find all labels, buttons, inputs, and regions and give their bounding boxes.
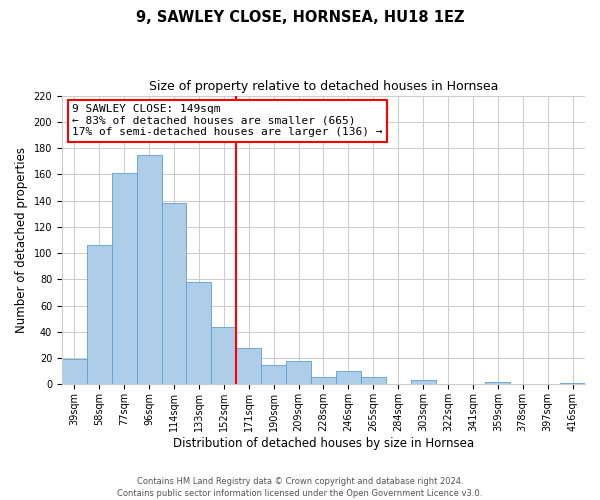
Bar — [286, 361, 311, 384]
Bar — [485, 382, 510, 384]
Title: Size of property relative to detached houses in Hornsea: Size of property relative to detached ho… — [149, 80, 498, 93]
Text: Contains HM Land Registry data © Crown copyright and database right 2024.
Contai: Contains HM Land Registry data © Crown c… — [118, 476, 482, 498]
Bar — [87, 245, 112, 384]
Bar — [361, 376, 386, 384]
Bar — [211, 326, 236, 384]
X-axis label: Distribution of detached houses by size in Hornsea: Distribution of detached houses by size … — [173, 437, 474, 450]
Bar — [62, 360, 87, 384]
Text: 9 SAWLEY CLOSE: 149sqm
← 83% of detached houses are smaller (665)
17% of semi-de: 9 SAWLEY CLOSE: 149sqm ← 83% of detached… — [73, 104, 383, 138]
Bar — [236, 348, 261, 385]
Bar — [410, 380, 436, 384]
Bar — [137, 154, 161, 384]
Bar — [560, 383, 585, 384]
Bar — [311, 376, 336, 384]
Bar — [161, 203, 187, 384]
Bar — [112, 173, 137, 384]
Bar — [187, 282, 211, 384]
Text: 9, SAWLEY CLOSE, HORNSEA, HU18 1EZ: 9, SAWLEY CLOSE, HORNSEA, HU18 1EZ — [136, 10, 464, 25]
Bar — [336, 372, 361, 384]
Y-axis label: Number of detached properties: Number of detached properties — [15, 147, 28, 333]
Bar — [261, 364, 286, 384]
